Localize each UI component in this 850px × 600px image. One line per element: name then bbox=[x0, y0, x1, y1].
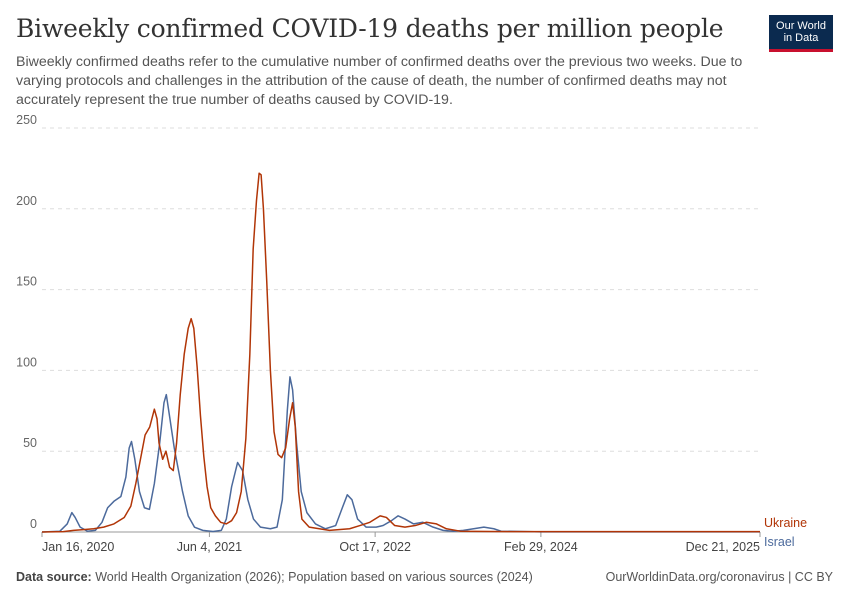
x-axis: Jan 16, 2020 Jun 4, 2021 Oct 17, 2022 Feb 2… bbox=[41, 532, 761, 554]
y-tick-label-200: 200 bbox=[16, 194, 37, 208]
chart-subtitle: Biweekly confirmed deaths refer to the c… bbox=[16, 54, 743, 108]
data-source: Data source: World Health Organization (… bbox=[16, 570, 533, 584]
logo-line-2: in Data bbox=[783, 32, 819, 44]
owid-logo[interactable]: Our World in Data bbox=[769, 15, 833, 52]
y-tick-label-150: 150 bbox=[16, 275, 37, 289]
y-tick-label-250: 250 bbox=[16, 113, 37, 127]
y-tick-label-100: 100 bbox=[16, 355, 37, 369]
x-tick-label-0: Jan 16, 2020 bbox=[42, 540, 114, 554]
data-source-label: Data source: bbox=[16, 570, 92, 584]
data-source-text: World Health Organization (2026); Popula… bbox=[91, 570, 533, 584]
x-tick-label-1: Jun 4, 2021 bbox=[177, 540, 242, 554]
y-tick-label-0: 0 bbox=[30, 517, 37, 531]
series-line-ukraine bbox=[41, 172, 760, 533]
series-label-ukraine: Ukraine bbox=[764, 516, 807, 530]
x-tick-label-4: Dec 21, 2025 bbox=[686, 540, 760, 554]
series-line-israel bbox=[41, 376, 760, 533]
series-label-israel: Israel bbox=[764, 535, 795, 549]
y-axis-ticks: 0 50 100 150 200 250 bbox=[16, 113, 37, 531]
x-tick-label-3: Feb 29, 2024 bbox=[504, 540, 578, 554]
credit-link[interactable]: OurWorldinData.org/coronavirus | CC BY bbox=[605, 570, 833, 584]
y-tick-label-50: 50 bbox=[23, 436, 37, 450]
series-labels: Ukraine Israel bbox=[764, 516, 807, 549]
logo-line-1: Our World bbox=[776, 20, 826, 32]
series-lines bbox=[41, 172, 760, 533]
chart-title: Biweekly confirmed COVID-19 deaths per m… bbox=[16, 14, 724, 43]
gridlines bbox=[42, 127, 760, 533]
x-tick-label-2: Oct 17, 2022 bbox=[339, 540, 411, 554]
